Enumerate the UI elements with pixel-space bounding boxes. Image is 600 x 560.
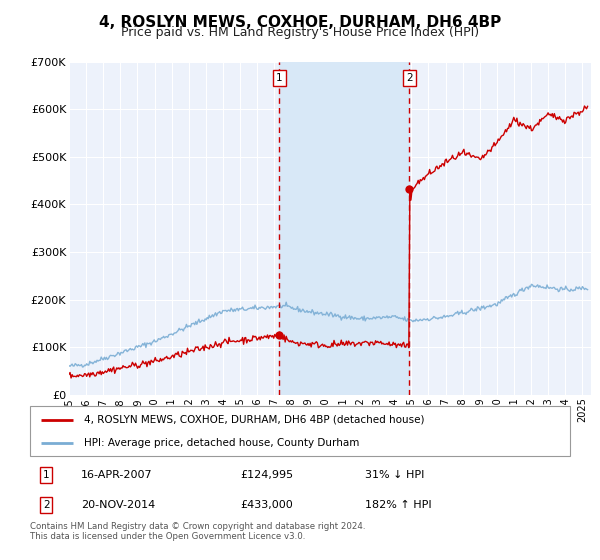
FancyBboxPatch shape <box>30 406 570 456</box>
Text: 31% ↓ HPI: 31% ↓ HPI <box>365 470 424 480</box>
Text: 20-NOV-2014: 20-NOV-2014 <box>82 500 155 510</box>
Text: 2: 2 <box>43 500 50 510</box>
Text: HPI: Average price, detached house, County Durham: HPI: Average price, detached house, Coun… <box>84 438 359 448</box>
Text: 1: 1 <box>43 470 50 480</box>
Bar <box>280 62 409 395</box>
Text: £124,995: £124,995 <box>241 470 294 480</box>
Text: £433,000: £433,000 <box>241 500 293 510</box>
Text: 182% ↑ HPI: 182% ↑ HPI <box>365 500 431 510</box>
Text: 16-APR-2007: 16-APR-2007 <box>82 470 153 480</box>
Text: 2: 2 <box>406 73 413 83</box>
Text: Contains HM Land Registry data © Crown copyright and database right 2024.
This d: Contains HM Land Registry data © Crown c… <box>30 522 365 542</box>
Text: Price paid vs. HM Land Registry's House Price Index (HPI): Price paid vs. HM Land Registry's House … <box>121 26 479 39</box>
Text: 4, ROSLYN MEWS, COXHOE, DURHAM, DH6 4BP: 4, ROSLYN MEWS, COXHOE, DURHAM, DH6 4BP <box>99 15 501 30</box>
Text: 4, ROSLYN MEWS, COXHOE, DURHAM, DH6 4BP (detached house): 4, ROSLYN MEWS, COXHOE, DURHAM, DH6 4BP … <box>84 414 425 424</box>
Text: 1: 1 <box>276 73 283 83</box>
